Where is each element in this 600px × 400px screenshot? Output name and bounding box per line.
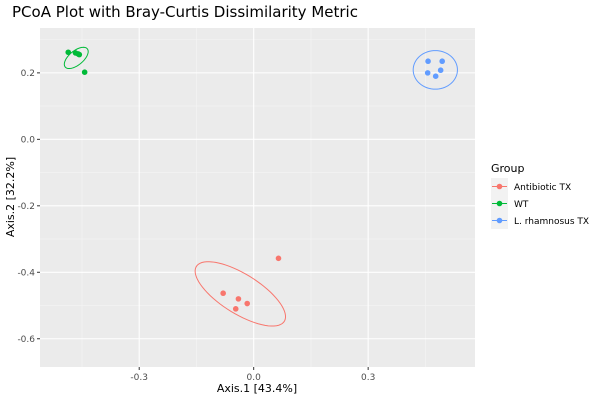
data-point	[425, 58, 431, 65]
legend-key-point	[496, 183, 503, 190]
y-tick-label: 0.0	[21, 135, 36, 145]
confidence-ellipse	[63, 46, 89, 70]
data-point	[65, 49, 72, 56]
y-tick-label: -0.4	[17, 268, 35, 278]
plot-panel	[40, 28, 475, 367]
data-point	[439, 58, 445, 65]
legend-key-point	[496, 200, 503, 207]
y-tick-label: -0.6	[17, 335, 35, 345]
confidence-ellipse	[194, 261, 287, 327]
confidence-ellipse	[412, 50, 458, 90]
legend-label: WT	[514, 200, 529, 210]
confidence-ellipses	[63, 46, 458, 327]
x-axis-title: Axis.1 [43.4%]	[217, 382, 297, 395]
legend-label: Antibiotic TX	[514, 183, 571, 193]
x-axis-ticks: -0.3 0.0 0.3	[130, 367, 375, 383]
x-tick-label: 0.0	[247, 373, 262, 383]
grid-minor	[40, 28, 475, 367]
legend-title: Group	[491, 162, 525, 175]
y-axis-title: Axis.2 [32.2%]	[4, 157, 17, 237]
legend: Group Antibiotic TX WT L. rhamnosus TX	[491, 162, 589, 229]
data-point	[424, 70, 431, 76]
y-tick-label: 0.2	[21, 69, 35, 79]
y-tick-label: -0.2	[17, 202, 35, 212]
data-point	[75, 51, 81, 57]
legend-key-point	[496, 217, 503, 224]
data-point	[437, 67, 444, 74]
data-point	[235, 296, 242, 302]
x-tick-label: 0.3	[361, 373, 375, 383]
data-point	[275, 255, 282, 262]
data-point	[232, 306, 239, 312]
data-point	[432, 73, 439, 79]
x-tick-label: -0.3	[130, 373, 148, 383]
data-points	[65, 49, 445, 312]
data-point	[244, 300, 250, 307]
chart-title: PCoA Plot with Bray-Curtis Dissimilarity…	[12, 3, 358, 21]
data-point	[220, 290, 226, 297]
data-point	[81, 69, 88, 76]
grid-major	[40, 28, 475, 367]
legend-items: Antibiotic TX WT L. rhamnosus TX	[491, 178, 589, 229]
y-axis-ticks: 0.2 0.0 -0.2 -0.4 -0.6	[17, 69, 40, 345]
legend-label: L. rhamnosus TX	[514, 217, 589, 227]
